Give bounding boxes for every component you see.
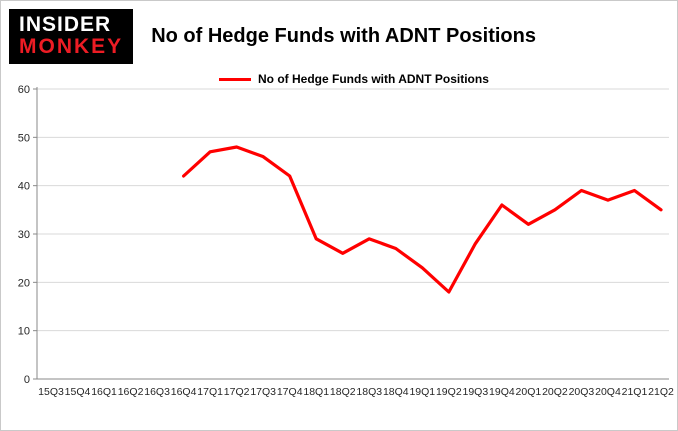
x-tick-label: 16Q1 <box>91 386 117 398</box>
x-tick-label: 16Q3 <box>144 386 170 398</box>
x-tick-label: 15Q3 <box>38 386 64 398</box>
y-tick-label: 0 <box>24 374 30 386</box>
x-tick-label: 21Q1 <box>622 386 648 398</box>
x-tick-label: 17Q2 <box>224 386 250 398</box>
x-tick-label: 19Q4 <box>489 386 515 398</box>
x-tick-label: 16Q2 <box>118 386 144 398</box>
legend-line-swatch <box>219 77 251 81</box>
x-tick-label: 18Q1 <box>303 386 329 398</box>
x-tick-label: 18Q2 <box>330 386 356 398</box>
logo-line2: MONKEY <box>19 35 124 59</box>
x-tick-label: 20Q1 <box>516 386 542 398</box>
insider-monkey-logo: INSIDER MONKEY <box>9 9 134 65</box>
y-tick-label: 10 <box>18 326 30 338</box>
y-tick-label: 30 <box>18 229 30 241</box>
series-line <box>182 145 663 294</box>
x-tick-label: 19Q3 <box>463 386 489 398</box>
x-tick-label: 17Q4 <box>277 386 303 398</box>
y-tick-label: 50 <box>18 132 30 144</box>
y-tick-label: 40 <box>18 181 30 193</box>
y-tick-label: 60 <box>18 84 30 96</box>
x-tick-label: 19Q2 <box>436 386 462 398</box>
legend: No of Hedge Funds with ADNT Positions <box>219 72 677 86</box>
x-tick-label: 15Q4 <box>65 386 91 398</box>
header: INSIDER MONKEY No of Hedge Funds with AD… <box>1 1 677 65</box>
logo-line1: INSIDER <box>19 13 112 36</box>
x-tick-label: 21Q2 <box>648 386 674 398</box>
x-tick-label: 20Q4 <box>595 386 621 398</box>
x-tick-label: 17Q1 <box>197 386 223 398</box>
x-tick-label: 18Q3 <box>356 386 382 398</box>
x-tick-label: 18Q4 <box>383 386 409 398</box>
x-tick-label: 17Q3 <box>250 386 276 398</box>
x-tick-label: 20Q2 <box>542 386 568 398</box>
x-tick-label: 20Q3 <box>569 386 595 398</box>
plot-area: 0 10 20 30 40 50 60 15Q3 15Q4 16Q1 16Q2 16Q3 16Q4 17Q… <box>1 81 677 429</box>
x-tick-label: 16Q4 <box>171 386 197 398</box>
x-tick-label: 19Q1 <box>409 386 435 398</box>
chart-title: No of Hedge Funds with ADNT Positions <box>151 25 536 48</box>
legend-label: No of Hedge Funds with ADNT Positions <box>258 72 489 87</box>
y-tick-label: 20 <box>18 277 30 289</box>
